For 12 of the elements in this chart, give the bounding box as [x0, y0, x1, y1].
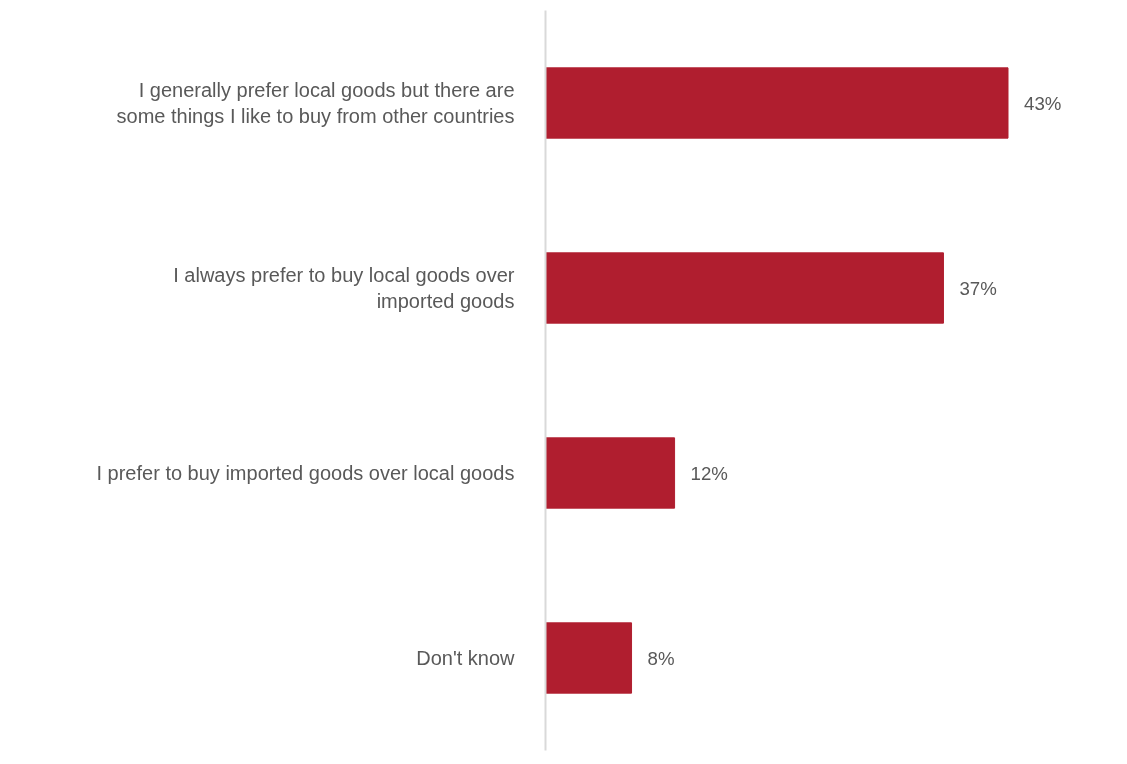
bar — [545, 67, 1009, 139]
data-label: 43% — [1024, 92, 1062, 114]
bar — [545, 437, 676, 509]
y-tick-label: Don't know — [416, 647, 516, 669]
bar — [545, 622, 633, 694]
y-tick-label: I prefer to buy imported goods over local goods — [96, 462, 515, 484]
y-tick-label: I generally prefer local goods but there are some things I like to buy from other countries — [116, 78, 515, 128]
bar — [545, 252, 944, 324]
y-tick-label: I always prefer to buy local goods over imported goods — [173, 263, 515, 313]
data-label: 37% — [959, 277, 997, 299]
data-label: 12% — [690, 462, 728, 484]
data-label: 8% — [647, 647, 675, 669]
